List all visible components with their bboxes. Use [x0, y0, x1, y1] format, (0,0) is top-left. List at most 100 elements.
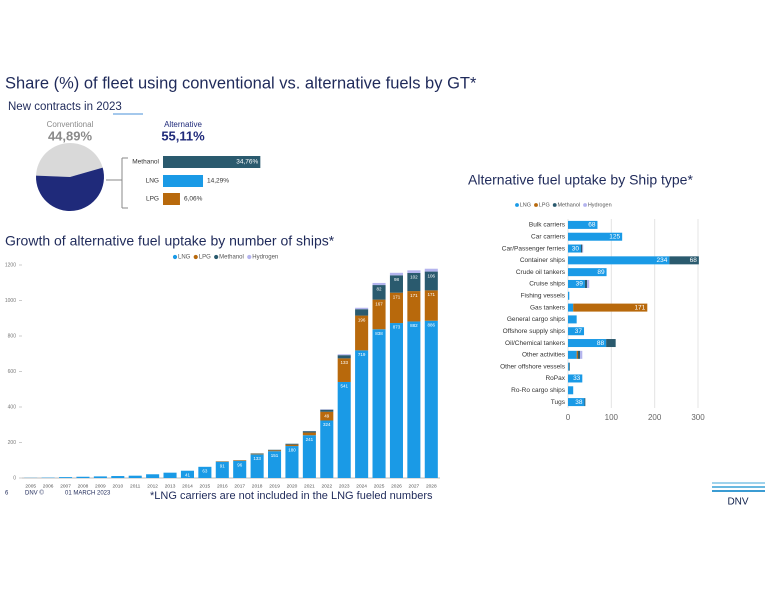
y-tick-label: Ro-Ro cargo ships — [511, 387, 566, 394]
bar-segment — [355, 307, 369, 310]
x-tick-label: 2017 — [234, 483, 245, 489]
bar-value-label: 37 — [575, 328, 583, 335]
legend-label: Methanol — [219, 255, 244, 261]
bar-value-label: 6,06% — [184, 196, 203, 203]
subtitle: New contracts in 2023 — [8, 101, 122, 113]
x-tick-label: 200 — [648, 413, 662, 422]
bar-segment — [568, 256, 670, 265]
bar-segment — [584, 398, 586, 407]
pie-value-label: 44,89% — [48, 128, 93, 143]
bar-segment — [581, 244, 583, 253]
bar-value-label: 171 — [428, 292, 436, 297]
bar-value-label: 234 — [657, 257, 668, 264]
bar-segment — [389, 275, 403, 293]
bar-segment — [285, 446, 299, 478]
bar-value-label: 241 — [306, 437, 314, 442]
y-tick-label: 400 — [8, 404, 17, 410]
y-tick-label: Other offshore vessels — [500, 363, 566, 370]
bar-segment — [573, 303, 648, 312]
bar-value-label: 171 — [634, 304, 645, 311]
bar-category: LNG — [146, 178, 159, 185]
chart-title: Growth of alternative fuel uptake by num… — [5, 233, 335, 249]
bar-segment — [250, 453, 264, 455]
bar-segment — [424, 268, 438, 272]
y-tick-label: RoPax — [545, 375, 565, 382]
bar-segment — [180, 470, 194, 478]
footnote: *LNG carriers are not included in the LN… — [150, 490, 433, 502]
brand: DNV © — [25, 490, 44, 497]
x-tick-label: 2023 — [339, 483, 350, 489]
bar-segment — [568, 327, 585, 336]
legend-swatch — [583, 203, 587, 207]
bar-segment — [587, 279, 590, 288]
bar-segment — [568, 315, 577, 324]
bar-segment — [568, 268, 607, 277]
bar-value-label: 33 — [573, 375, 581, 382]
bar-segment — [128, 475, 142, 478]
legend-swatch — [172, 254, 178, 260]
bar-segment — [372, 329, 386, 478]
bar-segment — [568, 362, 569, 371]
slide-title: Share (%) of fleet using conventional vs… — [5, 74, 477, 92]
bar-segment — [568, 220, 598, 229]
bar-value-label: 886 — [428, 322, 436, 327]
bar-segment — [576, 350, 578, 359]
bar-segment — [215, 461, 229, 478]
x-tick-label: 2018 — [252, 483, 263, 489]
bar-segment — [355, 309, 369, 316]
legend-swatch — [552, 203, 557, 207]
bar-segment — [584, 279, 588, 288]
pie-value-label: 55,11% — [161, 128, 205, 143]
legend-label: Methanol — [557, 202, 580, 208]
x-tick-label: 100 — [605, 413, 619, 422]
bar-segment — [568, 232, 623, 241]
bar-segment — [268, 450, 282, 452]
bar-segment — [372, 285, 386, 300]
legend-label: Hydrogen — [252, 255, 278, 261]
bar-segment — [389, 272, 403, 276]
x-tick-label: 2010 — [112, 483, 123, 489]
bar-segment — [285, 444, 299, 447]
y-tick-label: 600 — [8, 369, 17, 375]
bar-segment — [424, 271, 438, 291]
date: 01 MARCH 2023 — [65, 491, 111, 497]
x-tick-label: 2022 — [321, 483, 332, 489]
bar-segment — [76, 476, 90, 478]
x-tick-label: 2028 — [426, 483, 437, 489]
bar-segment — [372, 282, 386, 286]
bar — [163, 175, 204, 187]
bar-segment — [320, 411, 334, 421]
bar — [163, 156, 261, 168]
bar-value-label: 180 — [288, 448, 296, 453]
bar-segment — [372, 299, 386, 330]
bar-segment — [337, 354, 351, 356]
bar-value-label: 63 — [202, 469, 208, 474]
legend-swatch — [193, 254, 198, 260]
bar-value-label: 68 — [690, 257, 698, 264]
y-tick-label: 800 — [8, 333, 17, 339]
bar-segment — [407, 291, 421, 322]
legend-swatch — [534, 203, 538, 207]
bar-segment — [568, 303, 574, 312]
bar-value-label: 14,29% — [207, 178, 229, 185]
pie-category: Conventional — [47, 120, 94, 129]
y-tick-label: Bulk carriers — [529, 222, 566, 229]
bar-segment — [568, 244, 581, 253]
bar-value-label: 91 — [220, 464, 226, 469]
x-tick-label: 2026 — [391, 483, 402, 489]
bar-value-label: 106 — [428, 273, 436, 278]
y-tick-label: Crude oil tankers — [516, 269, 566, 276]
bar-value-label: 96 — [237, 463, 243, 468]
bar — [163, 193, 180, 205]
bar-segment — [407, 270, 421, 273]
y-tick-label: Car/Passenger ferries — [502, 245, 566, 252]
bar-segment — [302, 432, 316, 436]
bar-segment — [606, 339, 616, 348]
bar-category: Methanol — [132, 159, 159, 166]
bar-segment — [285, 443, 299, 445]
bar-value-label: 873 — [393, 325, 401, 330]
legend-label: LNG — [178, 255, 191, 261]
bar-segment — [198, 466, 212, 478]
bar-segment — [580, 350, 583, 359]
x-tick-label: 0 — [566, 413, 571, 422]
